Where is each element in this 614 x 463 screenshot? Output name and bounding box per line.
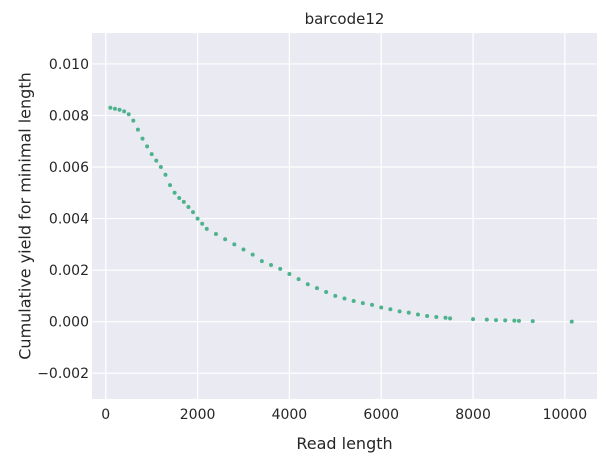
plot-area [92, 33, 597, 399]
data-point [503, 318, 508, 323]
data-point [287, 271, 292, 276]
x-tick-label: 0 [101, 407, 110, 423]
y-tick-label: 0.008 [49, 108, 89, 124]
data-point [388, 307, 393, 312]
data-point [425, 314, 430, 319]
data-point [223, 237, 228, 242]
x-tick-label: 10000 [543, 407, 588, 423]
data-point [305, 282, 310, 287]
x-axis-label: Read length [296, 434, 392, 453]
data-point [204, 226, 209, 231]
data-point [484, 317, 489, 322]
x-tick-label: 2000 [180, 407, 216, 423]
x-tick-label: 4000 [272, 407, 308, 423]
data-point [530, 319, 535, 324]
data-point [122, 109, 127, 114]
data-point [250, 252, 255, 257]
data-point [200, 221, 205, 226]
data-point [278, 266, 283, 271]
data-point [140, 136, 145, 141]
data-point [241, 247, 246, 252]
y-tick-label: 0.000 [49, 315, 89, 331]
data-point [108, 105, 113, 110]
data-point [163, 172, 168, 177]
data-point [191, 210, 195, 215]
data-point [296, 277, 301, 282]
data-point [314, 286, 319, 291]
data-point [126, 112, 131, 117]
y-tick-label: 0.006 [49, 160, 89, 176]
y-tick-label: 0.010 [49, 57, 89, 73]
data-point [333, 293, 338, 298]
data-point [351, 299, 356, 304]
data-point [379, 305, 384, 310]
data-point [145, 144, 150, 149]
data-point [259, 259, 264, 264]
data-point [186, 204, 191, 209]
data-point [158, 165, 163, 170]
data-point [213, 232, 218, 237]
grid-lines [92, 33, 597, 399]
y-tick-label: 0.002 [49, 263, 89, 279]
data-point [149, 152, 154, 157]
data-points [108, 105, 574, 324]
data-point [135, 127, 140, 132]
data-point [195, 216, 200, 221]
y-axis-label: Cumulative yield for minimal length [16, 72, 35, 359]
y-tick-label: −0.002 [37, 366, 89, 382]
data-point [397, 309, 402, 314]
data-point [324, 290, 329, 295]
data-point [342, 296, 347, 301]
y-tick-labels: −0.002 0.000 0.002 0.004 0.006 0.008 0.010 [37, 57, 89, 382]
data-point [232, 242, 237, 247]
data-point [131, 118, 136, 123]
data-point [443, 315, 448, 320]
chart-title: barcode12 [305, 10, 385, 28]
data-point [177, 195, 182, 200]
data-point [512, 318, 517, 323]
data-point [112, 106, 117, 111]
data-point [434, 315, 439, 320]
data-point [415, 312, 420, 317]
data-point [448, 316, 453, 321]
data-point [360, 301, 365, 306]
x-tick-label: 6000 [363, 407, 399, 423]
data-point [181, 199, 186, 204]
data-point [168, 183, 173, 188]
data-point [370, 302, 375, 307]
x-tick-labels: 0 2000 4000 6000 8000 10000 [101, 407, 587, 423]
data-point [117, 107, 122, 112]
data-point [494, 318, 498, 323]
data-point [269, 262, 274, 267]
data-point [406, 310, 411, 315]
data-point [516, 318, 521, 323]
data-point [569, 319, 574, 324]
data-point [172, 190, 177, 195]
data-point [471, 317, 476, 322]
x-tick-label: 8000 [455, 407, 491, 423]
y-tick-label: 0.004 [49, 212, 89, 228]
data-point [154, 158, 159, 163]
